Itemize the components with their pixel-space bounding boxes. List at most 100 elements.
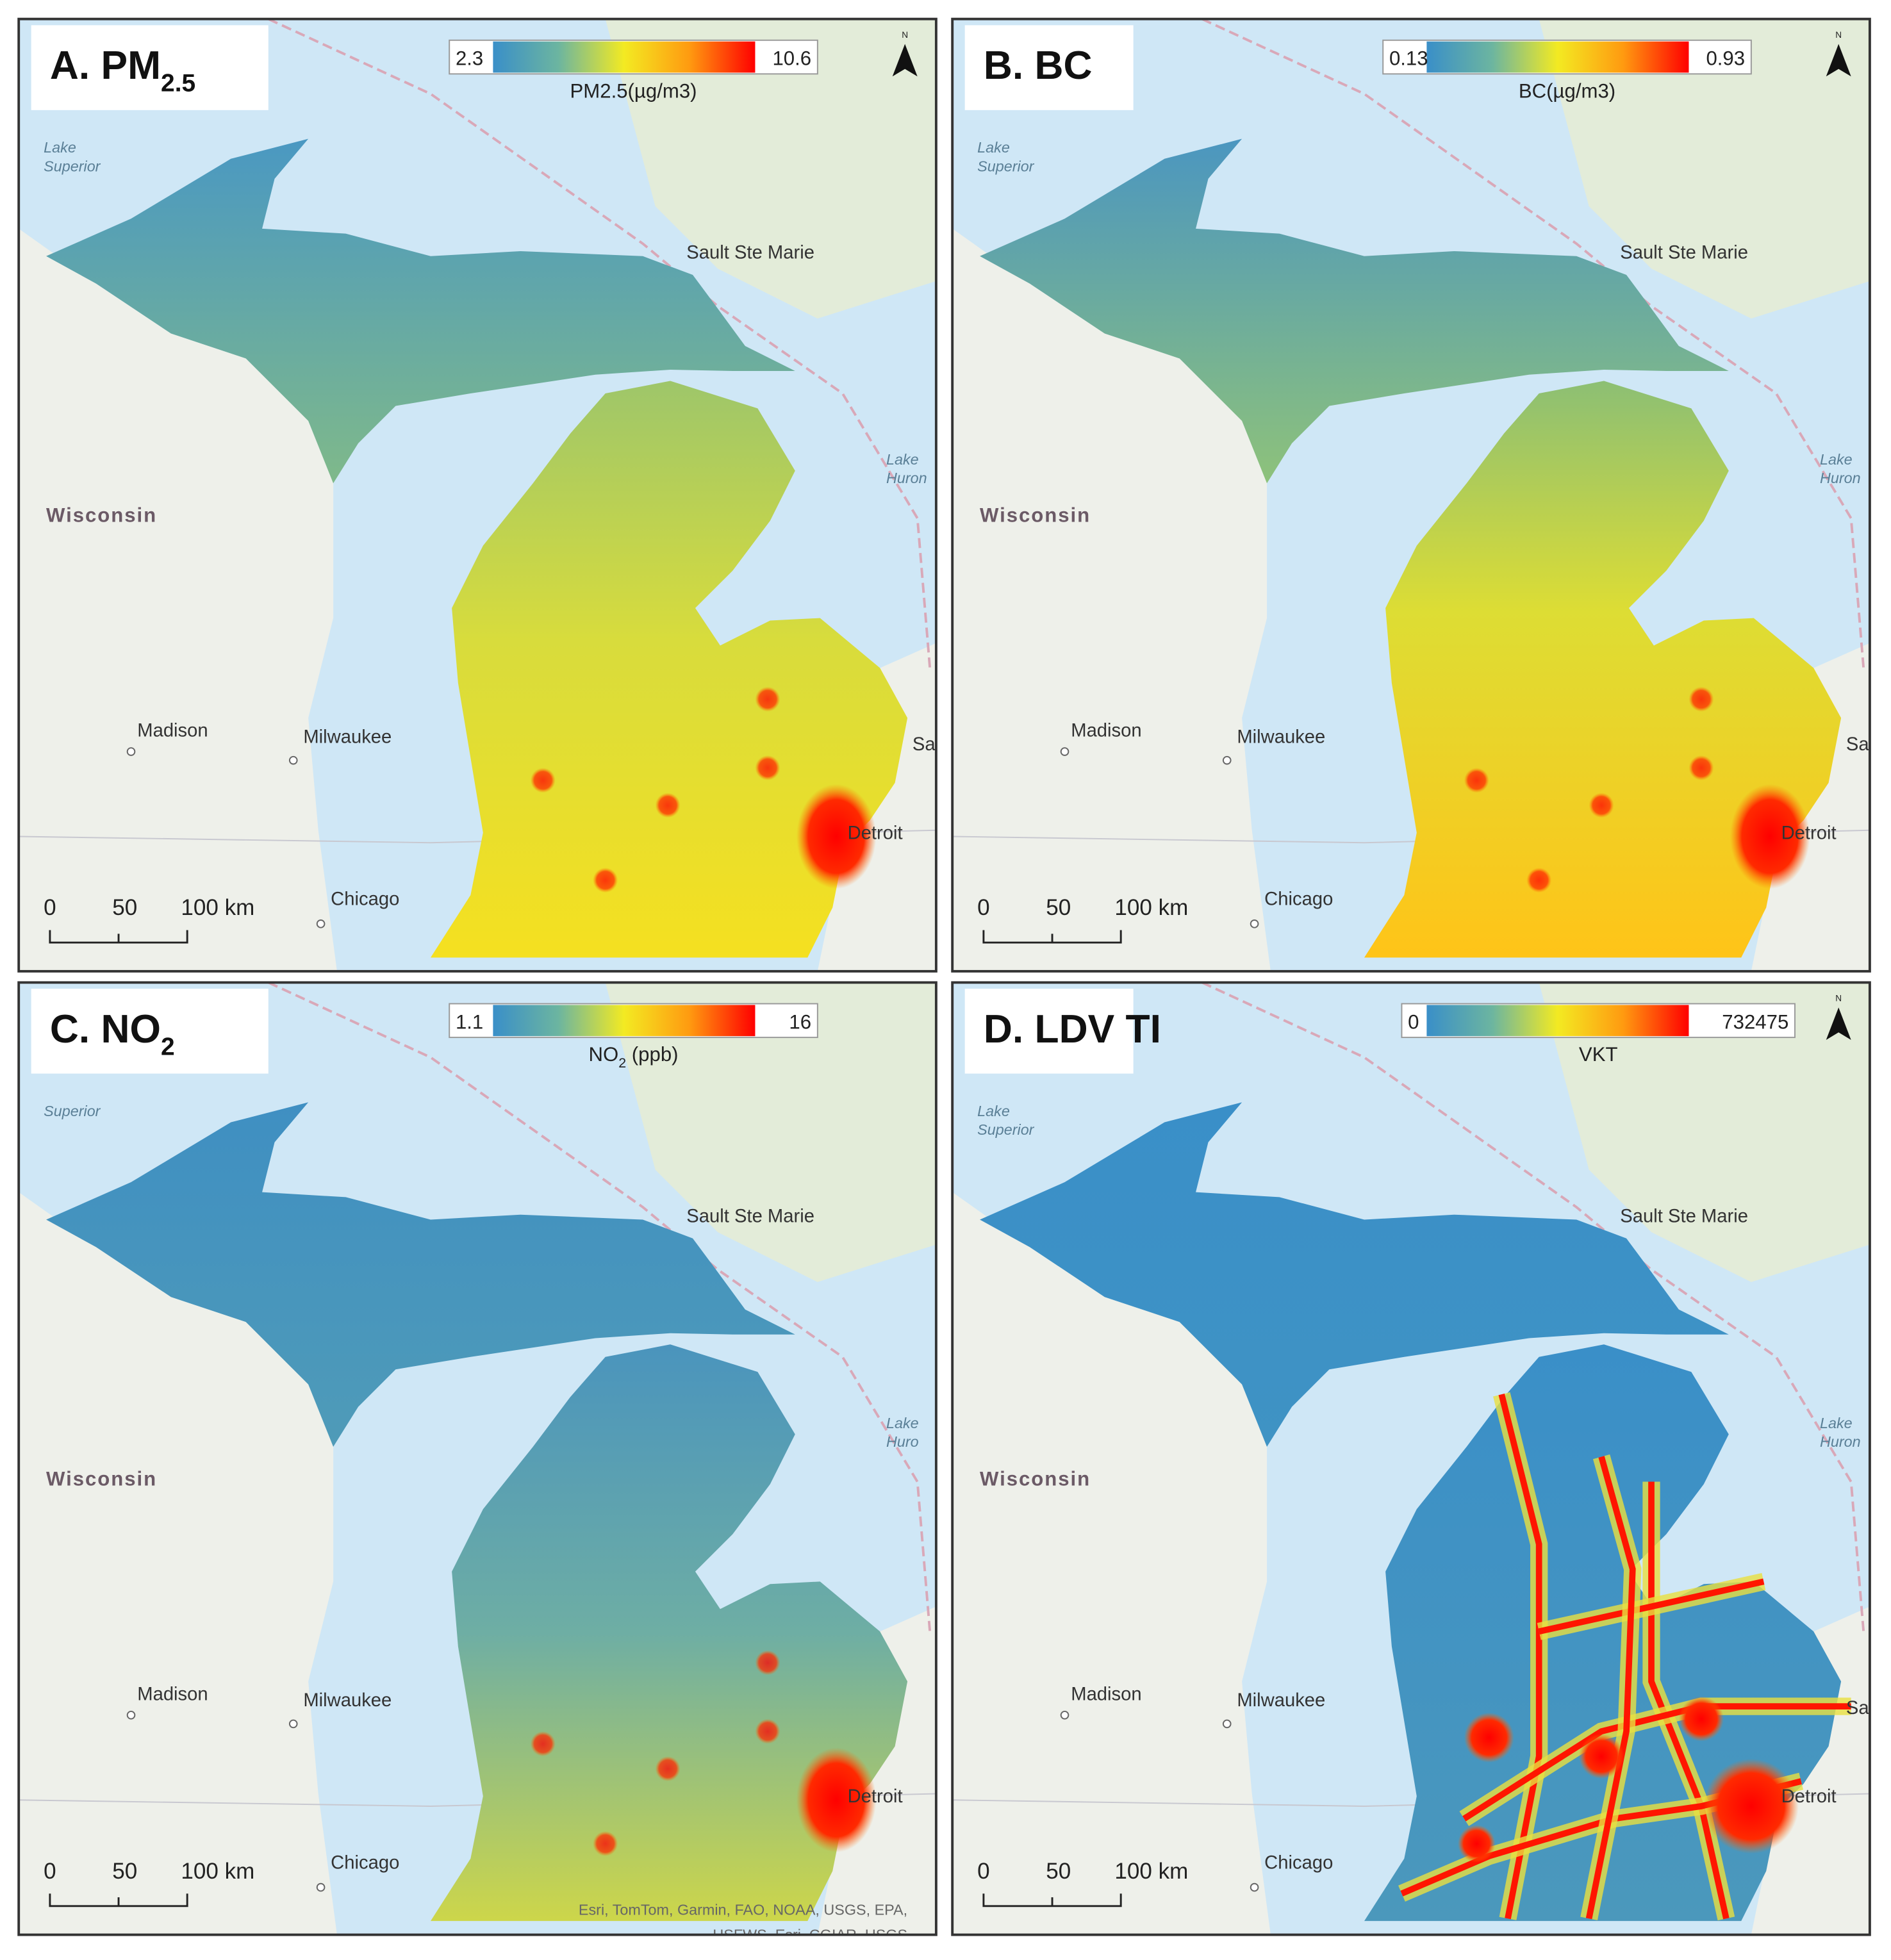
panel-frame [17, 981, 937, 1936]
map-panel: Lake Superior Wisconsin Madison Milwaukee Chi… [951, 981, 1871, 1936]
place-label: Wisconsin [46, 1467, 157, 1490]
lower-peninsula [431, 1344, 908, 1922]
attribution: Esri, TomTom, Garmin, FAO, NOAA, USGS, E… [579, 1901, 907, 1918]
map-body: Lake Superior Wisconsin Madison Milwaukee Chi… [19, 19, 942, 971]
place-label: Sault Ste Marie [1620, 1206, 1748, 1226]
hotspot [755, 1650, 780, 1676]
upper-peninsula [980, 138, 1729, 484]
city-dot [316, 919, 326, 928]
place-label: Detroit [1781, 1786, 1837, 1807]
map-body: Lake Superior Wisconsin Madison Milwaukee Chi… [952, 19, 1876, 971]
panel-frame [951, 981, 1871, 1936]
city-dot [288, 1719, 298, 1729]
city-dot [126, 747, 136, 756]
scale-label: 50 [1046, 895, 1071, 920]
hotspot [1458, 1825, 1496, 1863]
lake-label: Superior [44, 158, 101, 174]
place-label: Chicago [331, 1852, 399, 1873]
legend-max: 732475 [1722, 1010, 1788, 1033]
place-label: Madison [1071, 721, 1141, 741]
attribution: USFWS, Esri, CGIAR, USGS [713, 1926, 907, 1943]
city-dot [288, 755, 298, 765]
lake-label: Lake [977, 139, 1010, 156]
land-west [952, 228, 1271, 971]
scale-label: 0 [977, 895, 990, 920]
lake-label: Superior [977, 1121, 1035, 1138]
north-label: N [1835, 30, 1842, 40]
unit-text: NO [589, 1043, 619, 1066]
lake-label: Lake [886, 1415, 919, 1431]
place-label: Sault Ste Marie [686, 1206, 814, 1226]
place-label: Wisconsin [980, 504, 1091, 527]
scale-label: 100 km [181, 895, 254, 920]
scale-label: 50 [1046, 1859, 1071, 1884]
title-sub: 2 [161, 1033, 175, 1060]
map-body: Superior Wisconsin Madison Milwaukee Chicago… [19, 982, 936, 1943]
road-core [1648, 1481, 1730, 1920]
legend-min: 1.1 [456, 1010, 483, 1033]
unit-text: BC(µg/m3) [1519, 79, 1615, 102]
city-dot [1060, 747, 1069, 756]
place-label: Madison [137, 1684, 208, 1704]
scale-label: 0 [44, 895, 56, 920]
legend-min: 2.3 [456, 47, 483, 70]
city-dot [1060, 1710, 1069, 1720]
hotspot [530, 1731, 556, 1757]
road-core [1585, 1456, 1636, 1920]
city-dot [1250, 1882, 1259, 1892]
scale-label: 100 km [1114, 895, 1188, 920]
hotspot [1678, 1696, 1724, 1742]
lake-label: Huron [1820, 1433, 1861, 1450]
unit-text: VKT [1579, 1043, 1618, 1066]
unit-tail: (ppb) [626, 1043, 678, 1066]
lake-label: Lake [886, 451, 919, 468]
north-label: N [902, 30, 908, 40]
hotspot [755, 686, 780, 712]
place-label: Milwaukee [1237, 727, 1325, 747]
city-dot [1222, 755, 1232, 765]
upper-peninsula [46, 138, 795, 484]
legend-unit: VKT [1579, 1043, 1618, 1066]
place-label: Sar [912, 734, 942, 755]
hotspot [1703, 1758, 1799, 1854]
place-label: Chicago [331, 889, 399, 910]
hotspot [655, 793, 681, 818]
place-label: Sault Ste Marie [1620, 243, 1748, 263]
land-west [952, 1192, 1271, 1935]
scale-label: 0 [44, 1859, 56, 1884]
title-text: B. BC [984, 44, 1093, 88]
hotspot [796, 784, 877, 889]
city-dot [316, 1882, 326, 1892]
lake-label: Huro [886, 1433, 919, 1450]
upper-peninsula [980, 1102, 1729, 1447]
legend-gradient [493, 41, 756, 73]
place-label: Milwaukee [303, 727, 392, 747]
place-label: Sar [1846, 734, 1876, 755]
map-body: Lake Superior Wisconsin Madison Milwaukee Chi… [952, 982, 1870, 1935]
city-dot [126, 1710, 136, 1720]
title-box [964, 989, 1134, 1074]
hotspot [1464, 1712, 1514, 1763]
legend-max: 0.93 [1706, 47, 1745, 70]
place-label: Detroit [1781, 823, 1837, 843]
upper-peninsula [46, 1102, 795, 1447]
scale-label: 50 [112, 1859, 137, 1884]
title-text: D. LDV TI [984, 1007, 1161, 1051]
panel-frame [17, 17, 937, 973]
legend-max: 10.6 [772, 47, 811, 70]
hotspot [1464, 768, 1489, 793]
place-label: Sault Ste Marie [686, 243, 814, 263]
map-panel: Lake Superior Wisconsin Madison Milwaukee Chi… [17, 17, 942, 973]
panel-title: D. LDV TI [984, 1007, 1161, 1051]
hotspot [593, 868, 618, 893]
north-label: N [1835, 994, 1842, 1003]
place-label: Milwaukee [1237, 1690, 1325, 1711]
lake-label: Lake [1820, 451, 1853, 468]
land-north [1539, 19, 1870, 319]
title-text: C. NO [50, 1007, 161, 1051]
legend-unit: BC(µg/m3) [1519, 79, 1615, 102]
scale-label: 100 km [181, 1859, 254, 1884]
hotspot [1730, 784, 1810, 889]
legend-gradient [493, 1005, 756, 1037]
